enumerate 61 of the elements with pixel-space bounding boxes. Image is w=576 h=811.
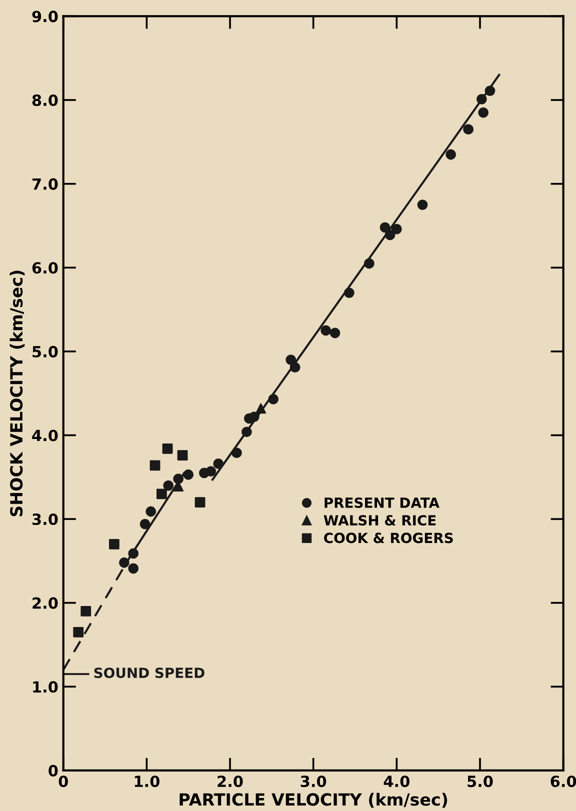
point bbox=[80, 606, 92, 616]
point bbox=[268, 394, 279, 404]
y-tick-label: 9.0 bbox=[32, 10, 58, 22]
y-tick-label: 7.0 bbox=[32, 178, 58, 190]
point bbox=[463, 124, 474, 135]
point bbox=[183, 469, 194, 480]
point bbox=[478, 107, 489, 118]
point bbox=[140, 518, 150, 530]
point bbox=[286, 354, 296, 366]
y-tick-label: 2.0 bbox=[32, 597, 58, 609]
point bbox=[241, 426, 252, 438]
point bbox=[118, 557, 130, 568]
point bbox=[446, 149, 456, 160]
y-tick-label: 4.0 bbox=[32, 430, 58, 442]
point bbox=[380, 222, 390, 233]
x-tick-label: 5.0 bbox=[468, 776, 493, 788]
point bbox=[162, 443, 173, 454]
point bbox=[108, 538, 120, 550]
point bbox=[163, 480, 174, 491]
point bbox=[330, 328, 340, 338]
point bbox=[213, 458, 224, 469]
x-tick-label: 4.0 bbox=[384, 776, 410, 788]
point bbox=[417, 200, 428, 210]
x-axis-title: PARTICLE VELOCITY (km/sec) bbox=[180, 792, 448, 808]
y-tick-label: 8.0 bbox=[32, 94, 58, 106]
legend-label: WALSH & RICE bbox=[324, 515, 436, 526]
x-tick-label: 2.0 bbox=[218, 776, 243, 788]
point bbox=[156, 488, 167, 500]
point bbox=[73, 626, 84, 638]
point bbox=[256, 403, 266, 414]
point bbox=[150, 460, 160, 471]
point bbox=[391, 224, 402, 234]
point bbox=[231, 448, 242, 458]
y-tick-label: 0 bbox=[48, 764, 58, 776]
point bbox=[177, 450, 188, 461]
x-tick-label: 6.0 bbox=[550, 776, 576, 788]
point bbox=[344, 288, 354, 298]
y-tick-label: 1.0 bbox=[33, 681, 58, 693]
point bbox=[173, 474, 184, 484]
x-tick-label: 3.0 bbox=[300, 776, 326, 788]
ref-line-label: SOUND SPEED bbox=[94, 668, 204, 678]
point bbox=[128, 563, 139, 574]
legend-label: PRESENT DATA bbox=[324, 497, 440, 508]
point bbox=[476, 94, 487, 104]
point bbox=[194, 497, 206, 508]
point bbox=[290, 362, 300, 373]
point bbox=[364, 258, 374, 269]
legend-label: COOK & ROGERS bbox=[324, 532, 453, 544]
y-tick-label: 5.0 bbox=[32, 346, 58, 358]
point bbox=[384, 230, 396, 240]
y-tick-label: 3.0 bbox=[32, 514, 58, 526]
point bbox=[128, 548, 139, 559]
x-tick-label: 0 bbox=[58, 776, 68, 788]
point bbox=[198, 468, 210, 478]
x-tick-label: 1.0 bbox=[134, 776, 160, 788]
point bbox=[320, 325, 332, 336]
y-tick-label: 6.0 bbox=[32, 262, 58, 274]
point bbox=[146, 506, 156, 517]
point bbox=[484, 86, 496, 96]
y-axis-title: SHOCK VELOCITY (km/sec) bbox=[10, 270, 25, 516]
point bbox=[248, 412, 260, 422]
